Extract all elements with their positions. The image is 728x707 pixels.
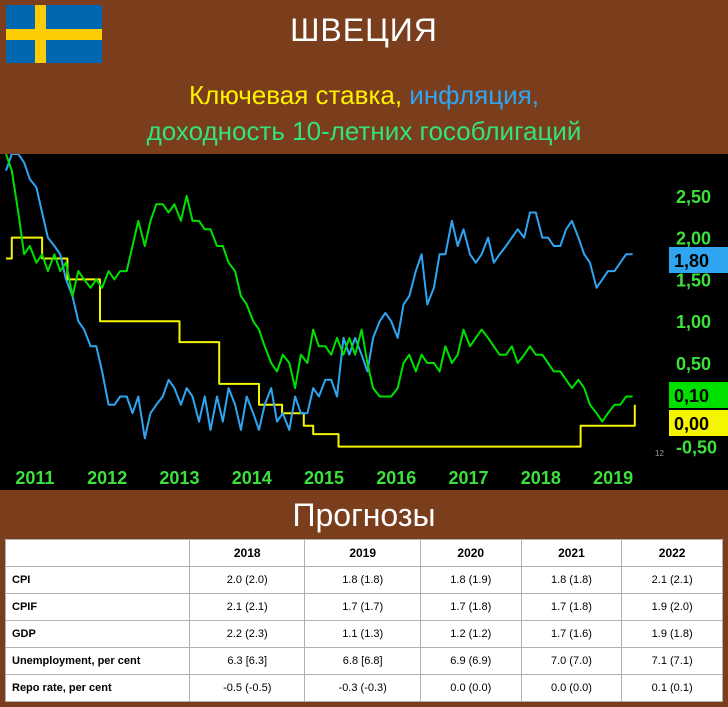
series-line-repo [6, 236, 636, 448]
header-cell: 2021 [520, 539, 623, 567]
x-tick-label: 2016 [376, 468, 416, 488]
chart-title-line2: доходность 10-летних гособлигаций [146, 116, 582, 146]
table-cell: 6.8 [6.8] [304, 647, 421, 675]
table-cell: 2.1 (2.1) [621, 566, 723, 594]
table-cell: 1.7 (1.8) [419, 593, 522, 621]
sweden-flag [6, 5, 102, 63]
line-chart: 2,50 2,00 1,50 1,00 0,50 -0,50 2011 2012 2013 201… [0, 154, 728, 490]
end-value-box-repo [669, 410, 728, 436]
row-label: GDP [5, 620, 190, 648]
table-cell: 1.7 (1.8) [520, 593, 623, 621]
table-cell: 2.0 (2.0) [188, 566, 306, 594]
row-label: CPI [5, 566, 190, 594]
series-line-inflation [5, 154, 633, 440]
table-cell: 2.1 (2.1) [188, 593, 306, 621]
y-tick-label: -0,50 [676, 438, 717, 458]
table-cell: 7.0 (7.0) [520, 647, 623, 675]
table-cell: -0.3 (-0.3) [304, 674, 421, 702]
y-tick-label: 1,50 [676, 270, 711, 290]
x-tick-label: 2012 [87, 468, 127, 488]
x-tick-label: 2014 [232, 468, 272, 488]
table-cell: 0.1 (0.1) [621, 674, 723, 702]
x-tick-label: 2018 [521, 468, 561, 488]
series-line-yield [5, 154, 633, 423]
header-cell [5, 539, 190, 567]
table-cell: 1.9 (2.0) [621, 593, 723, 621]
row-label: Unemployment, per cent [5, 647, 190, 675]
title-part-repo: Ключевая ставка, [189, 80, 403, 110]
table-cell: 1.9 (1.8) [621, 620, 723, 648]
table-cell: 1.8 (1.9) [419, 566, 522, 594]
y-tick-label: 0,50 [676, 354, 711, 374]
forecast-table: 2018 2019 2020 2021 2022 CPI 2.0 (2.0) 1… [5, 539, 723, 702]
country-title: ШВЕЦИЯ [290, 12, 438, 48]
table-cell: 6.3 [6.3] [188, 647, 306, 675]
table-cell: 7.1 (7.1) [621, 647, 723, 675]
forecast-heading: Прогнозы [292, 497, 436, 533]
row-label: Repo rate, per cent [5, 674, 190, 702]
table-row: Repo rate, per cent -0.5 (-0.5) -0.3 (-0… [5, 674, 723, 702]
end-value-box-yield [669, 382, 728, 408]
chart-title-line1: Ключевая ставка, инфляция, [0, 80, 728, 111]
table-header-row: 2018 2019 2020 2021 2022 [5, 539, 723, 567]
end-value-label-repo: 0,00 [674, 414, 709, 434]
x-tick-label: 2015 [304, 468, 344, 488]
title-part-inflation: инфляция, [402, 80, 539, 110]
table-row: GDP 2.2 (2.3) 1.1 (1.3) 1.2 (1.2) 1.7 (1… [5, 620, 723, 648]
x-tick-label: 2013 [159, 468, 199, 488]
end-value-box-inflation [669, 247, 728, 273]
table-row: CPIF 2.1 (2.1) 1.7 (1.7) 1.7 (1.8) 1.7 (… [5, 593, 723, 621]
chart-footnote: 12 [655, 449, 664, 458]
table-cell: 1.7 (1.7) [304, 593, 421, 621]
table-cell: 0.0 (0.0) [419, 674, 522, 702]
table-cell: 1.8 (1.8) [520, 566, 623, 594]
header-cell: 2020 [419, 539, 522, 567]
header-cell: 2022 [621, 539, 723, 567]
table-row: CPI 2.0 (2.0) 1.8 (1.8) 1.8 (1.9) 1.8 (1… [5, 566, 723, 594]
table-cell: 1.2 (1.2) [419, 620, 522, 648]
table-cell: 1.8 (1.8) [304, 566, 421, 594]
table-cell: 2.2 (2.3) [188, 620, 306, 648]
table-cell: 1.7 (1.6) [520, 620, 623, 648]
table-cell: 6.9 (6.9) [419, 647, 522, 675]
header-cell: 2018 [188, 539, 306, 567]
table-row: Unemployment, per cent 6.3 [6.3] 6.8 [6.… [5, 647, 723, 675]
table-cell: 1.1 (1.3) [304, 620, 421, 648]
x-tick-label: 2011 [15, 468, 54, 488]
y-tick-label: 1,00 [676, 312, 711, 332]
header-cell: 2019 [304, 539, 421, 567]
y-tick-label: 2,50 [676, 187, 711, 207]
x-tick-label: 2019 [593, 468, 633, 488]
x-tick-label: 2017 [449, 468, 489, 488]
table-cell: 0.0 (0.0) [520, 674, 623, 702]
row-label: CPIF [5, 593, 190, 621]
y-tick-label: 2,00 [676, 229, 711, 249]
end-value-label-inflation: 1,80 [674, 251, 709, 271]
table-cell: -0.5 (-0.5) [188, 674, 306, 702]
end-value-label-yield: 0,10 [674, 386, 709, 406]
